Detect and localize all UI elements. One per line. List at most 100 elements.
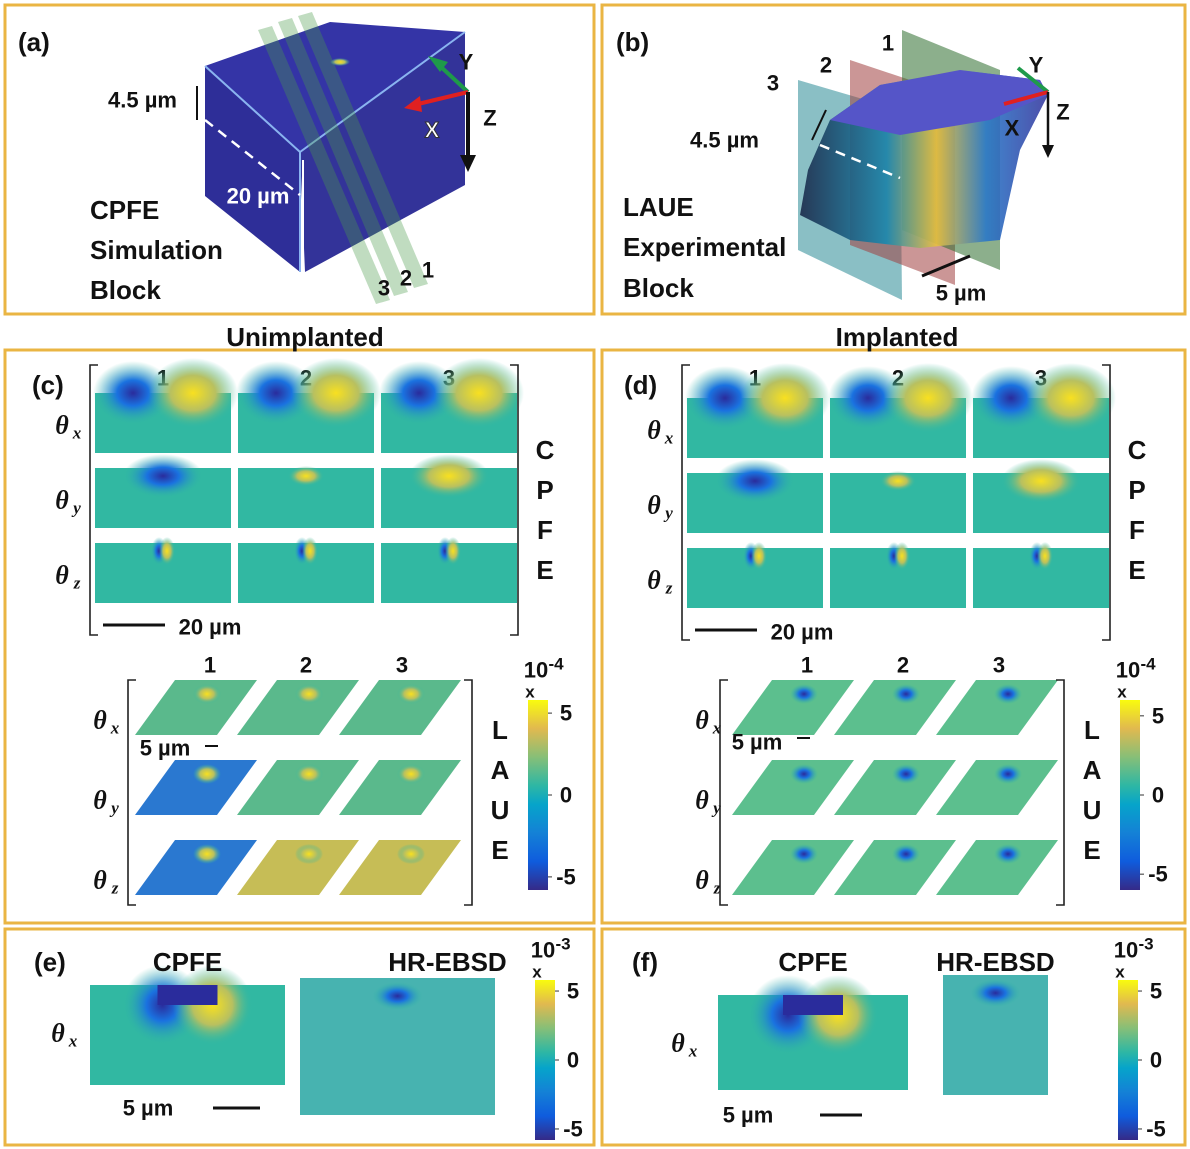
theta: θ [647,566,661,595]
panel-label: (f) [632,947,658,977]
map-feature [193,844,221,864]
laue-map [135,840,257,895]
colorbar-tick-label: 0 [1150,1048,1162,1073]
column-label: HR-EBSD [936,947,1054,977]
laue-map [834,680,956,735]
column-label: 1 [801,653,813,678]
map-feature [994,844,1022,864]
map-feature [892,764,920,784]
colorbar-times: x [532,963,542,982]
theta-sub: z [111,879,119,898]
map-feature [123,454,203,498]
theta-sub: y [663,504,673,523]
block-title: Experimental [623,232,786,262]
dashed-line [204,119,301,196]
colorbar-tick-label: -5 [1146,1116,1166,1141]
theta: θ [93,866,107,895]
map-feature [148,358,238,428]
plane-label: 2 [400,266,412,291]
column-label: CPFE [153,947,222,977]
theta-sub: x [72,424,82,443]
laue-map [732,680,854,735]
side-letter: L [492,715,508,745]
map-feature [434,358,524,428]
plane-label: 1 [422,258,434,283]
panel-frame [600,348,1187,925]
panel-frame [3,3,596,316]
side-letter: E [1128,555,1145,585]
scale-label: 20 µm [179,615,242,640]
colorbar-tick-label: 0 [567,1048,579,1073]
side-letter: C [536,435,555,465]
colorbar-base: 10 [1116,658,1140,683]
bracket [719,679,728,906]
cpfe-block [196,12,476,304]
scale-bar [921,254,971,278]
arrowhead [428,56,448,72]
map-feature [372,982,423,1010]
block-title: Simulation [90,235,223,265]
side-letter: F [1129,515,1145,545]
theta: θ [93,786,107,815]
map-feature [193,764,221,784]
bracket [1102,364,1111,641]
column-label: CPFE [778,947,847,977]
block-front [300,32,465,272]
colorbar-exp: -3 [1138,935,1153,954]
side-letter: P [536,475,553,505]
panel-frame [3,927,596,1147]
theta: θ [647,416,661,445]
laue-map [237,760,359,815]
block-title: Block [90,275,161,305]
colorbar-base: 10 [1114,938,1138,963]
theta-sub: x [712,719,722,738]
bracket [127,679,136,906]
colorbar-exp: -4 [1140,655,1156,674]
laue-map [135,680,257,735]
map-feature [790,844,818,864]
map-feature [715,459,795,503]
block-title: LAUE [623,192,694,222]
map-feature [157,985,218,1005]
laue-map [339,840,461,895]
bracket [681,364,690,641]
theta: θ [695,706,709,735]
dimension-label: 20 µm [227,184,290,209]
plane-label: 3 [767,71,779,96]
side-letter: P [1128,475,1145,505]
colorbar-tick-label: 0 [560,783,572,808]
map-feature [397,764,425,784]
theta-sub: z [73,574,81,593]
scale-label: 5 µm [723,1103,774,1128]
laue-map [834,760,956,815]
dimension-label: 4.5 µm [690,128,759,153]
theta-sub: z [665,579,673,598]
map-feature [159,537,175,565]
laue-map [936,760,1058,815]
scale-label: 5 µm [936,281,987,306]
laue-map [936,680,1058,735]
theta-sub: y [71,499,81,518]
map-feature [1001,459,1081,503]
colorbar-base: 10 [531,938,555,963]
theta: θ [93,706,107,735]
map-feature [1037,542,1053,570]
panel-frame [600,3,1187,316]
colorbar-times: x [525,683,535,702]
side-letter: F [537,515,553,545]
map-feature [751,542,767,570]
map-feature [445,537,461,565]
colorbar [528,700,548,890]
axis-label: Z [1056,100,1069,125]
map-feature [883,363,973,433]
laue-map [339,760,461,815]
map-feature [1026,363,1116,433]
colorbar-times: x [1115,963,1125,982]
thickness-arrow [811,109,827,141]
scale-label: 5 µm [140,736,191,761]
colorbar [1120,700,1140,890]
block-top [205,22,465,152]
panel-label: (c) [32,370,64,400]
colorbar-tick-label: 5 [567,979,579,1004]
